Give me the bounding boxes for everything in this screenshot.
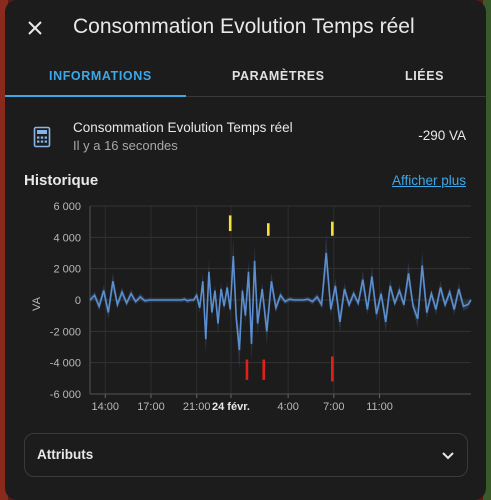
y-tick-label: 6 000 [53, 201, 81, 213]
dialog-header: Consommation Evolution Temps réel [5, 0, 486, 56]
entity-state-value: -290 VA [418, 128, 466, 143]
y-tick-label: 4 000 [53, 232, 81, 244]
x-tick-label: 14:00 [91, 401, 119, 413]
dialog-title: Consommation Evolution Temps réel [73, 15, 415, 38]
x-tick-label: 21:00 [183, 401, 211, 413]
entity-last-changed: Il y a 16 secondes [73, 138, 178, 153]
show-more-link[interactable]: Afficher plus [391, 173, 466, 188]
chevron-down-icon [442, 452, 454, 460]
series-range-band [90, 234, 471, 370]
entity-name: Consommation Evolution Temps réel [73, 120, 293, 135]
attributes-expander[interactable]: Attributs [24, 433, 468, 477]
history-title: Historique [24, 172, 99, 189]
history-chart[interactable]: 6 000 4 000 2 000 0 -2 000 -4 000 -6 000 14:00 1… [5, 195, 486, 420]
background-left [0, 0, 8, 500]
y-tick-label: 2 000 [53, 264, 81, 276]
close-icon [28, 21, 42, 35]
y-tick-label: -2 000 [50, 326, 81, 338]
tab-bar: INFORMATIONS PARAMÈTRES LIÉES [5, 58, 486, 97]
tab-liees[interactable]: LIÉES [405, 69, 445, 83]
more-info-dialog: Consommation Evolution Temps réel INFORM… [5, 0, 486, 500]
y-axis-label: VA [31, 296, 43, 311]
tab-informations[interactable]: INFORMATIONS [49, 69, 152, 83]
x-tick-label: 4:00 [277, 401, 298, 413]
x-tick-label: 7:00 [323, 401, 344, 413]
x-tick-label: 24 févr. [212, 401, 250, 413]
calculator-icon [33, 126, 51, 148]
close-button[interactable] [21, 14, 49, 42]
attributes-label: Attributs [37, 447, 94, 462]
tab-parametres[interactable]: PARAMÈTRES [232, 69, 325, 83]
y-tick-label: -6 000 [50, 389, 81, 401]
y-tick-label: 0 [75, 295, 81, 307]
active-tab-indicator [5, 95, 186, 97]
background-right [483, 0, 491, 500]
x-tick-label: 11:00 [366, 401, 393, 413]
series-line [89, 252, 472, 351]
y-tick-label: -4 000 [50, 358, 81, 370]
x-tick-label: 17:00 [137, 401, 165, 413]
entity-state-row: Consommation Evolution Temps réel Il y a… [5, 112, 486, 160]
